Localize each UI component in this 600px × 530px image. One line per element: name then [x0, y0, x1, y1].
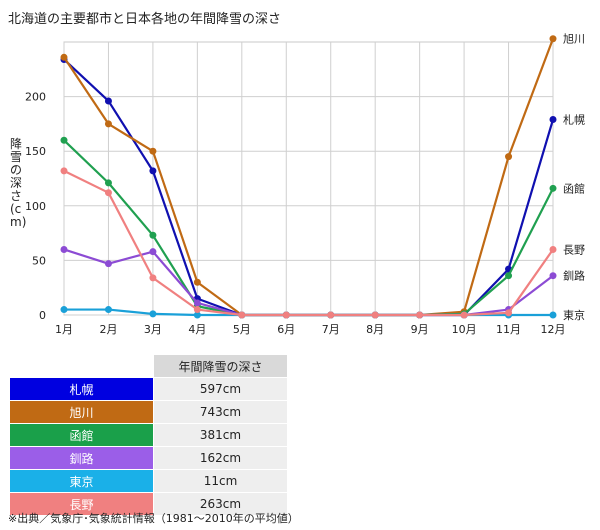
- data-point: [549, 116, 557, 124]
- data-point: [282, 311, 290, 319]
- x-tick-label: 10月: [452, 323, 477, 336]
- data-point: [104, 97, 112, 105]
- data-point: [60, 167, 68, 175]
- table-snow-value: 263cm: [153, 492, 288, 516]
- y-tick-label: 0: [39, 309, 46, 322]
- data-point: [549, 272, 557, 280]
- data-point: [549, 245, 557, 253]
- x-tick-label: 12月: [541, 323, 566, 336]
- source-note: ※出典／気象庁･気象統計情報（1981～2010年の平均値）: [8, 512, 299, 525]
- table-row: 東京 11cm: [9, 469, 288, 493]
- table-header: 年間降雪の深さ: [153, 354, 288, 378]
- data-point: [60, 306, 68, 314]
- data-point: [238, 311, 246, 319]
- x-tick-label: 4月: [188, 323, 206, 336]
- data-point: [549, 184, 557, 192]
- data-point: [549, 35, 557, 43]
- series-end-label: 長野: [563, 243, 585, 256]
- data-point: [193, 278, 201, 286]
- plot-area: [63, 41, 554, 316]
- data-point: [149, 167, 157, 175]
- y-axis-label: 降雪の深さ(cm): [10, 137, 27, 229]
- data-point: [60, 136, 68, 144]
- y-tick-label: 100: [25, 200, 46, 213]
- data-point: [104, 179, 112, 187]
- data-point: [149, 147, 157, 155]
- y-tick-label: 200: [25, 91, 46, 104]
- x-tick-label: 1月: [55, 323, 73, 336]
- y-tick-label: 50: [32, 254, 46, 267]
- x-tick-label: 5月: [233, 323, 251, 336]
- data-point: [416, 311, 424, 319]
- x-tick-label: 7月: [322, 323, 340, 336]
- data-point: [505, 272, 513, 280]
- data-point: [60, 245, 68, 253]
- summary-table: 年間降雪の深さ 札幌 597cm 旭川 743cm 函館 381cm 釧路 162cm 東京 11…: [9, 354, 288, 516]
- table-snow-value: 597cm: [153, 377, 288, 401]
- series-end-label: 旭川: [563, 32, 585, 46]
- series-end-label: 函館: [563, 181, 585, 195]
- table-city-name: 長野: [9, 492, 154, 516]
- data-point: [104, 306, 112, 314]
- table-snow-value: 743cm: [153, 400, 288, 424]
- data-point: [149, 274, 157, 282]
- data-point: [505, 309, 513, 317]
- x-tick-label: 2月: [99, 323, 117, 336]
- table-snow-value: 11cm: [153, 469, 288, 493]
- table-city-name: 札幌: [9, 377, 154, 401]
- x-tick-label: 3月: [144, 323, 162, 336]
- table-corner: [9, 354, 154, 378]
- line-chart: 0 50 100 150 200 1月 2月 3月 4月 5月 6月 7月 8月 9月 10月 11月 12月 旭…: [25, 32, 585, 336]
- chart-title: 北海道の主要都市と日本各地の年間降雪の深さ: [8, 12, 282, 27]
- table-snow-value: 162cm: [153, 446, 288, 470]
- y-tick-label: 150: [25, 145, 46, 158]
- data-point: [149, 310, 157, 318]
- data-point: [549, 311, 557, 319]
- series-line: [63, 169, 554, 317]
- table-city-name: 釧路: [9, 446, 154, 470]
- data-point: [460, 311, 468, 319]
- table-row: 釧路 162cm: [9, 446, 288, 470]
- data-point: [104, 260, 112, 268]
- data-point: [149, 231, 157, 239]
- data-point: [60, 53, 68, 61]
- x-tick-label: 8月: [366, 323, 384, 336]
- data-point: [193, 299, 201, 307]
- table-row: 札幌 597cm: [9, 377, 288, 401]
- table-row: 函館 381cm: [9, 423, 288, 447]
- table-city-name: 東京: [9, 469, 154, 493]
- data-point: [149, 248, 157, 256]
- data-point: [104, 120, 112, 128]
- x-tick-label: 11月: [496, 323, 521, 336]
- series-end-label: 釧路: [563, 269, 585, 283]
- table-row: 旭川 743cm: [9, 400, 288, 424]
- x-tick-label: 6月: [277, 323, 295, 336]
- table-row: 長野 263cm: [9, 492, 288, 516]
- table-city-name: 函館: [9, 423, 154, 447]
- table-city-name: 旭川: [9, 400, 154, 424]
- x-tick-label: 9月: [411, 323, 429, 336]
- data-point: [193, 306, 201, 314]
- series-end-label: 東京: [563, 308, 585, 322]
- series-end-label: 札幌: [563, 113, 585, 127]
- data-point: [371, 311, 379, 319]
- table-snow-value: 381cm: [153, 423, 288, 447]
- data-point: [505, 153, 513, 161]
- data-point: [104, 189, 112, 197]
- data-point: [193, 311, 201, 319]
- data-point: [327, 311, 335, 319]
